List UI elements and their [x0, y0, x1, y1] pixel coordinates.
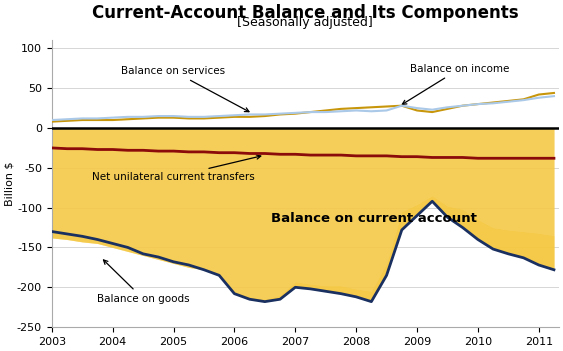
Text: Net unilateral current transfers: Net unilateral current transfers — [92, 155, 261, 182]
Title: Current-Account Balance and Its Components: Current-Account Balance and Its Componen… — [92, 4, 519, 22]
Y-axis label: Billion $: Billion $ — [4, 161, 14, 206]
Text: Balance on income: Balance on income — [403, 64, 510, 104]
Text: Balance on goods: Balance on goods — [97, 260, 189, 304]
Text: Balance on current account: Balance on current account — [271, 212, 477, 225]
Text: [Seasonally adjusted]: [Seasonally adjusted] — [238, 16, 373, 29]
Text: Balance on services: Balance on services — [122, 66, 249, 112]
